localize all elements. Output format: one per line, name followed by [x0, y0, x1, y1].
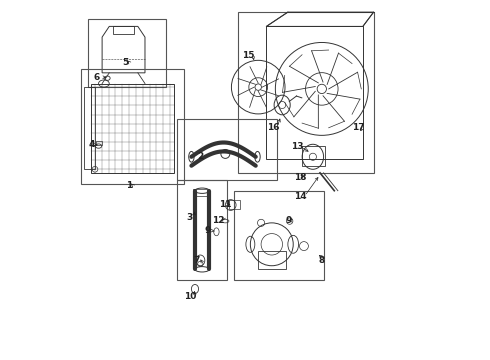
- Bar: [96, 141, 102, 145]
- Text: 9: 9: [286, 216, 292, 225]
- Bar: [302, 146, 325, 166]
- Bar: [258, 251, 286, 269]
- Bar: [113, 26, 134, 33]
- Text: 6: 6: [94, 73, 100, 82]
- Bar: [92, 84, 173, 173]
- Bar: [238, 12, 373, 173]
- Text: 2: 2: [197, 152, 203, 161]
- Text: 18: 18: [294, 173, 307, 182]
- Bar: [81, 69, 184, 184]
- Text: 14: 14: [294, 192, 307, 201]
- Bar: [177, 180, 227, 280]
- Text: 17: 17: [352, 123, 365, 132]
- Text: 1: 1: [126, 181, 132, 190]
- Text: 10: 10: [185, 292, 197, 301]
- Bar: [193, 189, 207, 196]
- Bar: [234, 191, 323, 280]
- Bar: [229, 200, 240, 208]
- Text: 13: 13: [291, 142, 303, 151]
- Text: 5: 5: [122, 58, 128, 67]
- Text: 9: 9: [204, 226, 211, 235]
- Text: 12: 12: [212, 216, 225, 225]
- Text: 16: 16: [267, 123, 279, 132]
- Bar: [177, 119, 277, 180]
- Bar: [84, 87, 95, 169]
- Bar: [88, 19, 167, 87]
- Text: 8: 8: [318, 256, 325, 265]
- Text: 11: 11: [219, 200, 232, 209]
- Text: 3: 3: [187, 213, 193, 222]
- Text: 15: 15: [243, 51, 255, 60]
- Text: 4: 4: [89, 140, 95, 149]
- Text: 7: 7: [194, 256, 200, 265]
